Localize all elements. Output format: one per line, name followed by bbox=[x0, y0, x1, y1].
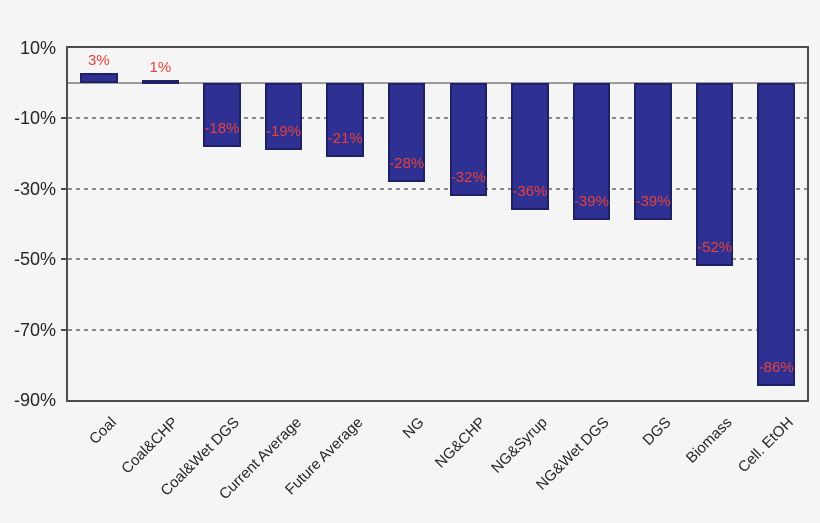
x-axis-label: NG&Syrup bbox=[488, 414, 551, 477]
bar-Coal&Wet DGS bbox=[203, 83, 241, 147]
bar-value-label: -21% bbox=[327, 130, 363, 148]
gridline bbox=[68, 187, 807, 190]
x-axis-label: DGS bbox=[639, 414, 675, 450]
bar-value-label: -36% bbox=[512, 182, 548, 200]
y-axis-tick-label: -90% bbox=[13, 390, 56, 410]
axis-tick bbox=[61, 258, 66, 261]
x-axis-label: Biomass bbox=[682, 414, 736, 467]
bar-value-label: -86% bbox=[758, 358, 794, 376]
bar-value-label: 3% bbox=[87, 51, 110, 69]
bar-Future Average bbox=[326, 83, 364, 158]
x-axis-label: Coal bbox=[85, 414, 120, 448]
axis-tick bbox=[61, 187, 66, 190]
bar-NG&Syrup bbox=[511, 83, 549, 210]
gridline bbox=[68, 328, 807, 331]
bar-Current Average bbox=[264, 83, 303, 151]
bar-Cell. EtOH bbox=[757, 83, 795, 386]
bar-value-label: -52% bbox=[697, 239, 733, 257]
bar-value-label: -19% bbox=[266, 123, 302, 141]
x-axis-label: Coal&CHP bbox=[118, 414, 182, 478]
bar-NG&CHP bbox=[449, 83, 488, 196]
bar-NG bbox=[387, 83, 426, 182]
bar-value-label: -39% bbox=[573, 193, 609, 211]
y-axis-tick-label: -10% bbox=[13, 108, 56, 129]
axis-tick bbox=[61, 117, 66, 120]
x-axis-label: Cell. EtOH bbox=[735, 414, 798, 477]
bar-value-label: -28% bbox=[389, 154, 425, 172]
y-axis-tick-label: -30% bbox=[13, 178, 56, 199]
y-axis-tick-label: -50% bbox=[13, 249, 56, 270]
bar-value-label: -39% bbox=[635, 193, 671, 211]
y-axis-tick-label: 10% bbox=[19, 38, 56, 58]
bar-value-label: 1% bbox=[149, 58, 172, 76]
axis-tick bbox=[61, 328, 66, 331]
bar-DGS bbox=[634, 83, 672, 221]
plot-area: 3% 1% -18% -19% -21% -28% -32% -36% -39% -39% -52%… bbox=[66, 46, 809, 402]
x-axis-label: NG bbox=[399, 414, 428, 442]
y-axis-tick-label: -70% bbox=[13, 319, 56, 340]
bar-NG&Wet DGS bbox=[572, 83, 611, 221]
gridline bbox=[68, 117, 807, 120]
gridline bbox=[68, 258, 807, 261]
bar-Coal bbox=[80, 72, 118, 84]
x-axis-label: NG&CHP bbox=[431, 414, 490, 472]
bar-Coal&CHP bbox=[141, 79, 180, 84]
zero-line bbox=[68, 82, 807, 85]
bar-Biomass bbox=[695, 83, 734, 267]
bar-value-label: -32% bbox=[450, 168, 486, 186]
bar-value-label: -18% bbox=[204, 119, 240, 137]
